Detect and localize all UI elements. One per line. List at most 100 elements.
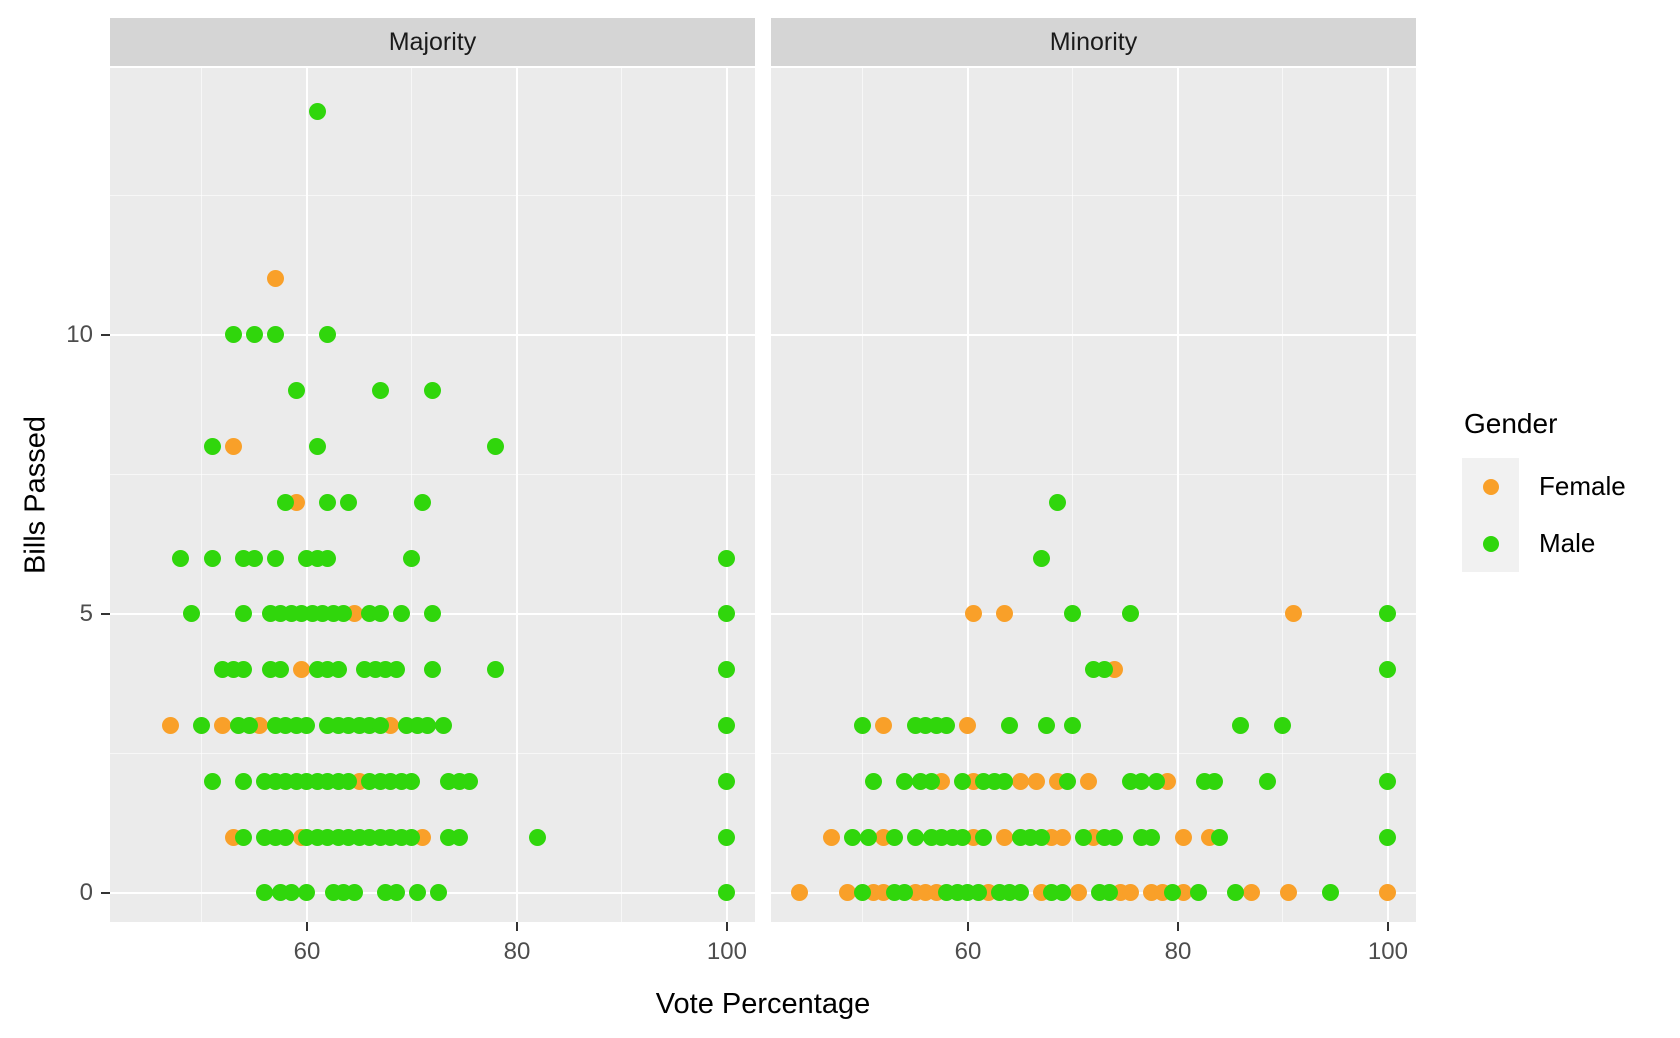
data-point-female bbox=[1080, 772, 1098, 790]
data-point-male bbox=[371, 717, 389, 735]
data-point-male bbox=[854, 717, 872, 735]
x-tick-label: 100 bbox=[706, 938, 747, 965]
data-point-male bbox=[1143, 828, 1161, 846]
data-point-male bbox=[1379, 772, 1397, 790]
data-point-male bbox=[718, 661, 736, 679]
minor-gridline bbox=[1072, 68, 1074, 922]
minor-gridline bbox=[621, 68, 623, 922]
minor-gridline bbox=[110, 194, 755, 196]
data-point-male bbox=[1132, 772, 1150, 790]
data-point-male bbox=[403, 828, 421, 846]
data-point-male bbox=[843, 828, 861, 846]
major-gridline bbox=[305, 68, 308, 922]
data-point-male bbox=[282, 884, 300, 902]
major-gridline bbox=[966, 68, 969, 922]
minor-gridline bbox=[110, 752, 755, 754]
legend-swatch bbox=[1462, 515, 1519, 572]
data-point-male bbox=[1059, 772, 1077, 790]
data-point-male bbox=[319, 493, 337, 511]
data-point-female bbox=[1379, 884, 1397, 902]
y-tick-mark bbox=[101, 612, 110, 615]
major-gridline bbox=[1386, 68, 1389, 922]
x-tick-mark bbox=[966, 922, 969, 931]
data-point-female bbox=[964, 605, 982, 623]
data-point-male bbox=[224, 326, 242, 344]
data-point-female bbox=[959, 717, 977, 735]
data-point-male bbox=[1148, 772, 1166, 790]
legend-key-female: Female bbox=[1462, 458, 1676, 515]
data-point-male bbox=[235, 661, 253, 679]
data-point-male bbox=[954, 828, 972, 846]
data-point-male bbox=[392, 605, 410, 623]
data-point-male bbox=[461, 772, 479, 790]
data-point-male bbox=[1064, 717, 1082, 735]
x-tick-mark bbox=[305, 922, 308, 931]
female-dot-icon bbox=[1482, 478, 1499, 495]
data-point-female bbox=[1011, 772, 1029, 790]
data-point-female bbox=[293, 661, 311, 679]
facet-strip-label: Majority bbox=[388, 27, 477, 56]
data-point-male bbox=[182, 605, 200, 623]
data-point-male bbox=[203, 772, 221, 790]
major-gridline bbox=[771, 612, 1416, 615]
data-point-female bbox=[1284, 605, 1302, 623]
data-point-female bbox=[1242, 884, 1260, 902]
x-tick-label: 60 bbox=[293, 938, 321, 965]
data-point-male bbox=[172, 549, 190, 567]
minor-gridline bbox=[201, 68, 203, 922]
data-point-male bbox=[718, 884, 736, 902]
minor-gridline bbox=[771, 194, 1416, 196]
data-point-female bbox=[875, 717, 893, 735]
data-point-male bbox=[1164, 884, 1182, 902]
data-point-female bbox=[214, 717, 232, 735]
data-point-female bbox=[1053, 828, 1071, 846]
major-gridline bbox=[771, 333, 1416, 336]
data-point-male bbox=[1379, 661, 1397, 679]
data-point-male bbox=[413, 493, 431, 511]
plot-panel-minority bbox=[771, 68, 1416, 922]
data-point-male bbox=[1001, 717, 1019, 735]
data-point-male bbox=[450, 828, 468, 846]
data-point-male bbox=[954, 772, 972, 790]
x-tick-mark bbox=[1176, 922, 1179, 931]
data-point-male bbox=[424, 382, 442, 400]
data-point-male bbox=[203, 437, 221, 455]
data-point-male bbox=[408, 884, 426, 902]
data-point-female bbox=[1174, 828, 1192, 846]
data-point-female bbox=[266, 270, 284, 288]
data-point-male bbox=[996, 772, 1014, 790]
x-tick-mark bbox=[515, 922, 518, 931]
major-gridline bbox=[725, 68, 728, 922]
data-point-male bbox=[329, 661, 347, 679]
data-point-male bbox=[859, 828, 877, 846]
data-point-male bbox=[256, 884, 274, 902]
data-point-male bbox=[1048, 493, 1066, 511]
data-point-male bbox=[1227, 884, 1245, 902]
data-point-male bbox=[424, 661, 442, 679]
data-point-male bbox=[403, 549, 421, 567]
data-point-male bbox=[1011, 884, 1029, 902]
data-point-female bbox=[996, 605, 1014, 623]
data-point-female bbox=[838, 884, 856, 902]
facet-strip-label: Minority bbox=[1049, 27, 1138, 56]
data-point-male bbox=[277, 828, 295, 846]
legend-title: Gender bbox=[1464, 408, 1558, 439]
data-point-male bbox=[896, 772, 914, 790]
data-point-female bbox=[1027, 772, 1045, 790]
data-point-male bbox=[1032, 828, 1050, 846]
data-point-male bbox=[403, 772, 421, 790]
data-point-male bbox=[1211, 828, 1229, 846]
y-tick-label: 0 bbox=[79, 878, 93, 906]
minor-gridline bbox=[771, 473, 1416, 475]
x-tick-label: 100 bbox=[1367, 938, 1408, 965]
data-point-male bbox=[235, 605, 253, 623]
minor-gridline bbox=[110, 473, 755, 475]
data-point-male bbox=[906, 828, 924, 846]
data-point-male bbox=[345, 884, 363, 902]
data-point-male bbox=[896, 884, 914, 902]
data-point-male bbox=[308, 103, 326, 121]
data-point-male bbox=[308, 437, 326, 455]
data-point-male bbox=[1101, 884, 1119, 902]
data-point-male bbox=[1038, 717, 1056, 735]
